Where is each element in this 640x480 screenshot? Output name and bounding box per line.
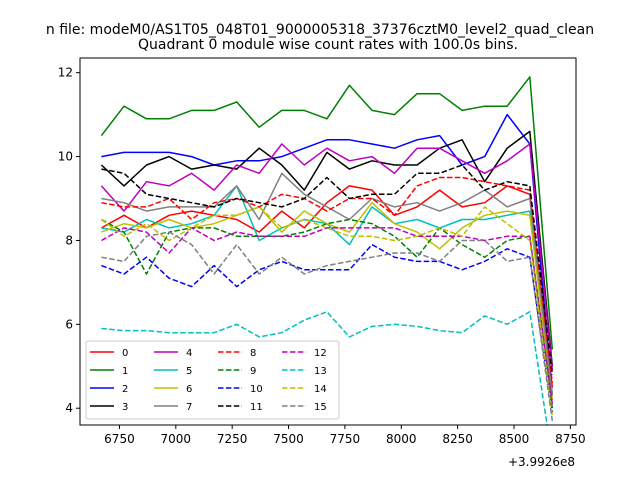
legend-item-10: 10 bbox=[218, 384, 263, 395]
legend-label: 13 bbox=[314, 366, 327, 377]
legend-label: 3 bbox=[122, 402, 128, 413]
series-line-11 bbox=[101, 164, 554, 375]
legend-item-9: 9 bbox=[218, 366, 256, 377]
figure-title: n file: modeM0/AS1T05_048T01_9000005318_… bbox=[46, 22, 594, 38]
series-line-13 bbox=[101, 311, 548, 425]
legend-item-11: 11 bbox=[218, 402, 263, 413]
y-tick-label: 10 bbox=[58, 150, 73, 164]
axes-frame bbox=[79, 57, 577, 426]
legend-item-15: 15 bbox=[282, 402, 327, 413]
axes-title: Quadrant 0 module wise count rates with … bbox=[138, 37, 518, 53]
legend-item-2: 2 bbox=[90, 384, 128, 395]
legend-item-0: 0 bbox=[90, 348, 128, 359]
legend-item-5: 5 bbox=[154, 366, 192, 377]
legend-item-8: 8 bbox=[218, 348, 256, 359]
x-tick-label: 8250 bbox=[442, 432, 473, 446]
plot-area bbox=[79, 57, 577, 426]
x-tick-label: 8750 bbox=[555, 432, 586, 446]
series-line-3 bbox=[100, 130, 554, 367]
legend-box bbox=[85, 340, 340, 420]
series-line-2 bbox=[101, 113, 554, 396]
legend-label: 1 bbox=[122, 366, 128, 377]
legend-label: 12 bbox=[314, 348, 327, 359]
legend-label: 8 bbox=[250, 348, 256, 359]
legend-label: 14 bbox=[314, 384, 327, 395]
series-line-7 bbox=[101, 172, 554, 396]
y-axis: 4 6 8 10 12 bbox=[58, 66, 80, 415]
x-tick-label: 8500 bbox=[499, 432, 530, 446]
y-tick-label: 12 bbox=[58, 66, 73, 80]
legend-item-7: 7 bbox=[154, 402, 192, 413]
x-tick-label: 7750 bbox=[330, 432, 361, 446]
y-tick-label: 6 bbox=[65, 317, 73, 331]
legend-label: 5 bbox=[186, 366, 192, 377]
series-line-4 bbox=[100, 143, 554, 371]
series-line-0 bbox=[101, 185, 554, 388]
series-line-8 bbox=[101, 176, 554, 384]
legend-item-3: 3 bbox=[90, 402, 128, 413]
legend-label: 0 bbox=[122, 348, 128, 359]
legend-label: 15 bbox=[314, 402, 327, 413]
series-line-9 bbox=[101, 218, 554, 409]
y-tick-label: 4 bbox=[65, 401, 73, 415]
legend-item-13: 13 bbox=[282, 366, 327, 377]
series-group bbox=[100, 76, 554, 425]
x-tick-label: 7250 bbox=[217, 432, 248, 446]
legend-item-12: 12 bbox=[282, 348, 327, 359]
x-tick-label: 7000 bbox=[161, 432, 192, 446]
x-tick-label: 7500 bbox=[273, 432, 304, 446]
series-line-10 bbox=[101, 243, 554, 413]
legend-label: 2 bbox=[122, 384, 128, 395]
series-line-6 bbox=[101, 201, 554, 400]
legend-item-6: 6 bbox=[154, 384, 192, 395]
legend-item-14: 14 bbox=[282, 384, 327, 395]
series-line-15 bbox=[101, 231, 554, 421]
series-line-1 bbox=[100, 76, 554, 350]
legend-label: 9 bbox=[250, 366, 256, 377]
x-axis-offset-label: +3.9926e8 bbox=[508, 455, 575, 469]
legend-item-1: 1 bbox=[90, 366, 128, 377]
x-tick-label: 6750 bbox=[104, 432, 135, 446]
legend-label: 10 bbox=[250, 384, 263, 395]
legend-item-4: 4 bbox=[154, 348, 192, 359]
legend-label: 11 bbox=[250, 402, 263, 413]
series-line-12 bbox=[101, 227, 554, 405]
legend-label: 4 bbox=[186, 348, 192, 359]
legend-label: 7 bbox=[186, 402, 192, 413]
legend-label: 6 bbox=[186, 384, 192, 395]
y-tick-label: 8 bbox=[65, 233, 73, 247]
x-axis: 6750 7000 7250 7500 7750 8000 8250 8500 8750 bbox=[104, 425, 586, 446]
x-tick-label: 8000 bbox=[386, 432, 417, 446]
